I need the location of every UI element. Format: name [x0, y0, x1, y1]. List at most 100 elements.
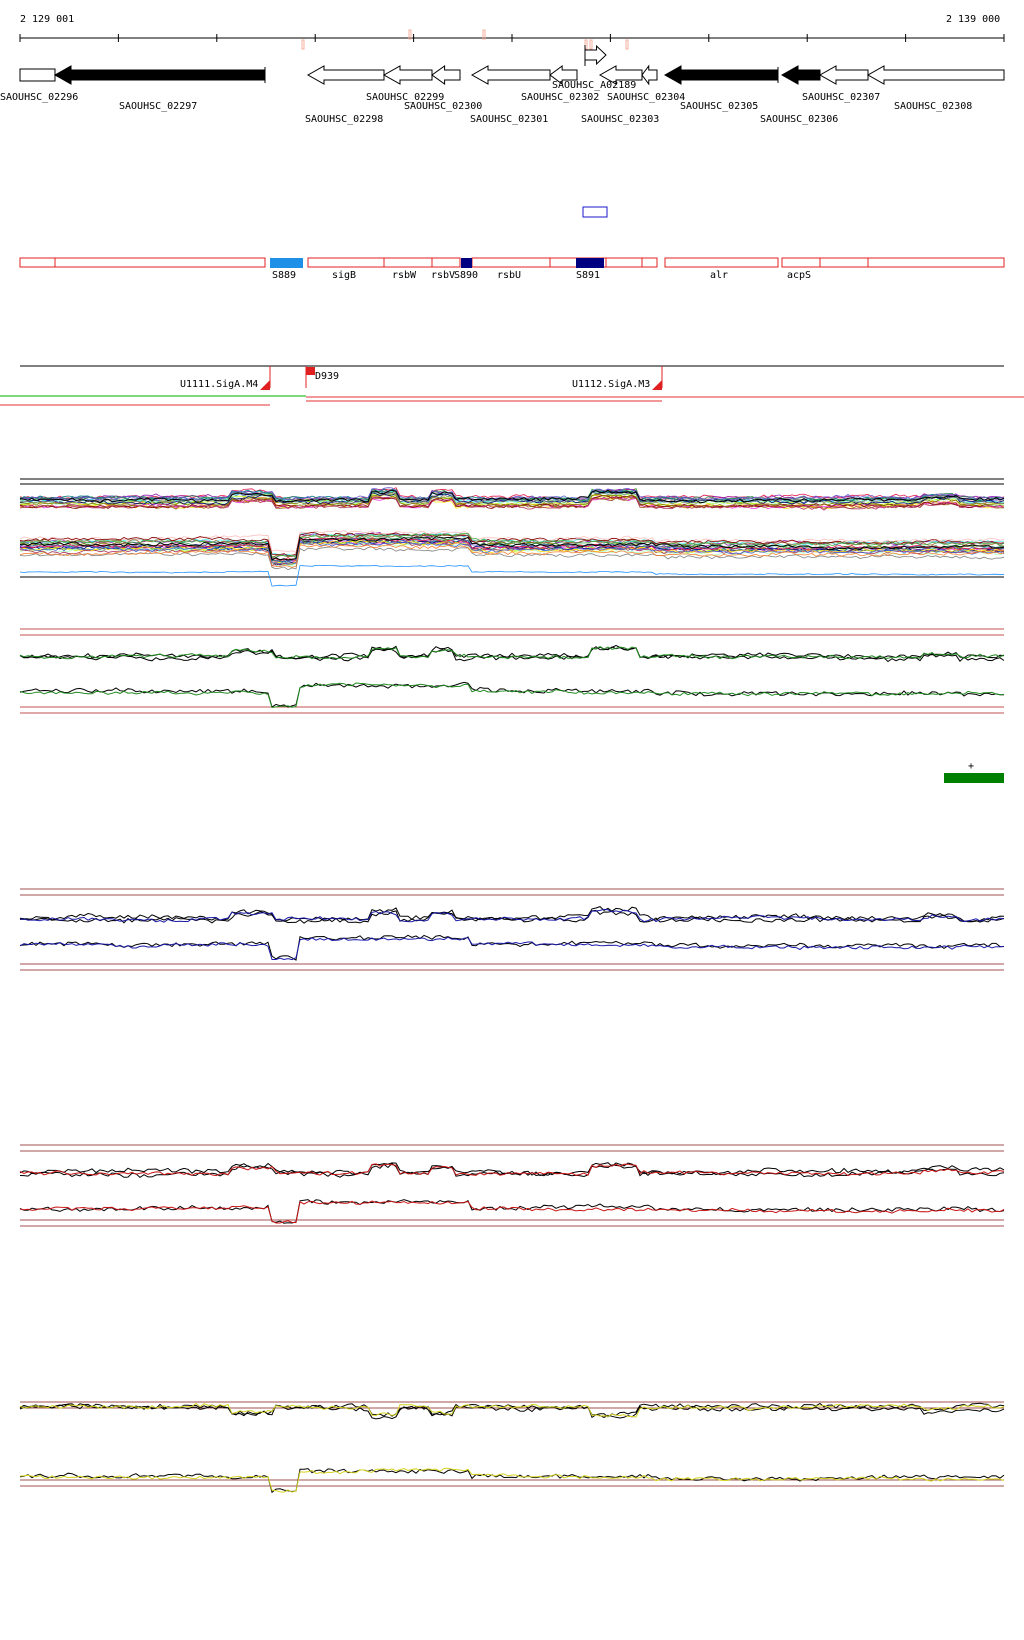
- feature-segment: [641, 257, 658, 268]
- promoter-flag: [306, 367, 315, 375]
- end-coordinate: 2 139 000: [946, 14, 1000, 25]
- color-track: [19, 628, 1005, 714]
- gene-arrow: [53, 65, 266, 85]
- gene-label[interactable]: SAOUHSC_02301: [470, 114, 548, 125]
- expression-line: [19, 1403, 1005, 1420]
- gene-label[interactable]: SAOUHSC_02306: [760, 114, 838, 125]
- gene-arrow: [780, 65, 821, 85]
- feature-label[interactable]: alr: [710, 270, 728, 281]
- expression-line: [19, 489, 1005, 504]
- gene-arrow: [549, 65, 578, 85]
- promoter-label[interactable]: D939: [315, 371, 339, 382]
- gene-label[interactable]: SAOUHSC_02298: [305, 114, 383, 125]
- feature-label[interactable]: acpS: [787, 270, 811, 281]
- gene-arrow: [818, 65, 869, 85]
- expression-line: [19, 536, 1005, 561]
- expression-line: [19, 564, 1005, 587]
- gene-arrow: [306, 65, 385, 85]
- expression-line: [19, 496, 1005, 511]
- gene-label[interactable]: SAOUHSC_02307: [802, 92, 880, 103]
- gene-label[interactable]: SAOUHSC_02303: [581, 114, 659, 125]
- feature-block: [461, 258, 472, 268]
- feature-segment: [605, 257, 643, 268]
- gene-arrow: [584, 44, 607, 66]
- feature-segment: [54, 257, 266, 268]
- feature-block: [576, 258, 604, 268]
- feature-label[interactable]: rsbU: [497, 270, 521, 281]
- feature-segment: [19, 257, 56, 268]
- gene-label[interactable]: SAOUHSC_02302: [521, 92, 599, 103]
- gene-arrow: [19, 68, 56, 82]
- promoter-track: U1111.SigA.M4 D939 U1112.SigA.M3: [0, 365, 1024, 406]
- expression-line: [19, 681, 1004, 708]
- expression-line: [19, 544, 1005, 568]
- gene-arrow: [598, 65, 643, 85]
- color-track: [19, 1144, 1005, 1227]
- expression-line: [19, 1163, 1005, 1177]
- expression-line: [19, 532, 1005, 559]
- promoter-label[interactable]: U1111.SigA.M4: [180, 379, 258, 390]
- promoter-flag: [652, 380, 662, 390]
- gene-label[interactable]: SAOUHSC_02305: [680, 101, 758, 112]
- expression-line: [19, 934, 1005, 961]
- expression-line: [19, 1467, 1005, 1493]
- expression-line: [19, 908, 1005, 923]
- feature-label[interactable]: rsbW: [392, 270, 417, 281]
- expression-line: [19, 494, 1005, 509]
- feature-label[interactable]: sigB: [332, 270, 356, 281]
- feature-segment: [664, 257, 779, 268]
- expression-line: [19, 646, 1005, 660]
- gene-arrow: [431, 65, 461, 85]
- feature-segment: [867, 257, 1005, 268]
- feature-block: [270, 258, 303, 268]
- color-track: [19, 888, 1005, 971]
- condition-marker-label: +: [968, 761, 974, 772]
- feature-label[interactable]: rsbV: [431, 270, 455, 281]
- feature-label[interactable]: S890: [454, 270, 478, 281]
- feature-marker-box[interactable]: [582, 206, 608, 218]
- expression-line: [19, 682, 1005, 709]
- feature-label[interactable]: S891: [576, 270, 600, 281]
- feature-label[interactable]: S889: [272, 270, 296, 281]
- expression-line: [19, 541, 1005, 565]
- gene-arrow: [663, 65, 779, 85]
- expression-tracks: [19, 478, 1005, 1494]
- feature-segment: [307, 257, 385, 268]
- expression-line: [19, 909, 1005, 924]
- gene-label[interactable]: SAOUHSC_02300: [404, 101, 482, 112]
- overview-track: [19, 478, 1005, 587]
- gene-arrow: [866, 65, 1005, 85]
- feature-segment: [431, 257, 461, 268]
- expression-line: [19, 936, 1005, 961]
- gene-label[interactable]: SAOUHSC_02297: [119, 101, 197, 112]
- gene-label[interactable]: SAOUHSC_02308: [894, 101, 972, 112]
- start-coordinate: 2 129 001: [20, 14, 74, 25]
- feature-segment: [819, 257, 869, 268]
- gene-track: SAOUHSC_02296 SAOUHSC_02297 SAOUHSC_0229…: [0, 44, 1005, 125]
- feature-track: S889 sigB rsbW rsbV S890 rsbU S891 alr a…: [19, 257, 1005, 281]
- ruler-ticks: [19, 29, 1005, 50]
- expression-line: [19, 537, 1005, 562]
- gene-label[interactable]: SAOUHSC_02296: [0, 92, 78, 103]
- expression-line: [19, 1402, 1005, 1418]
- feature-segment: [471, 257, 551, 268]
- gene-label[interactable]: SAOUHSC_02299: [366, 92, 444, 103]
- expression-line: [19, 539, 1004, 565]
- expression-line: [19, 1200, 1005, 1224]
- gene-arrow: [382, 65, 433, 85]
- expression-line: [19, 491, 1005, 506]
- promoter-flag: [260, 380, 270, 390]
- expression-line: [19, 1162, 1005, 1179]
- gene-label[interactable]: SAOUHSC_02304: [607, 92, 685, 103]
- expression-line: [19, 1402, 1005, 1419]
- feature-segment: [781, 257, 821, 268]
- gene-arrow: [470, 65, 551, 85]
- expression-line: [19, 1162, 1005, 1177]
- condition-marker[interactable]: +: [944, 761, 1004, 783]
- expression-line: [19, 531, 1005, 557]
- promoter-label[interactable]: U1112.SigA.M3: [572, 379, 650, 390]
- coordinate-ruler: 2 129 001 2 139 000: [19, 14, 1005, 50]
- gene-label[interactable]: SAOUHSC_A02189: [552, 80, 636, 91]
- feature-segment: [383, 257, 433, 268]
